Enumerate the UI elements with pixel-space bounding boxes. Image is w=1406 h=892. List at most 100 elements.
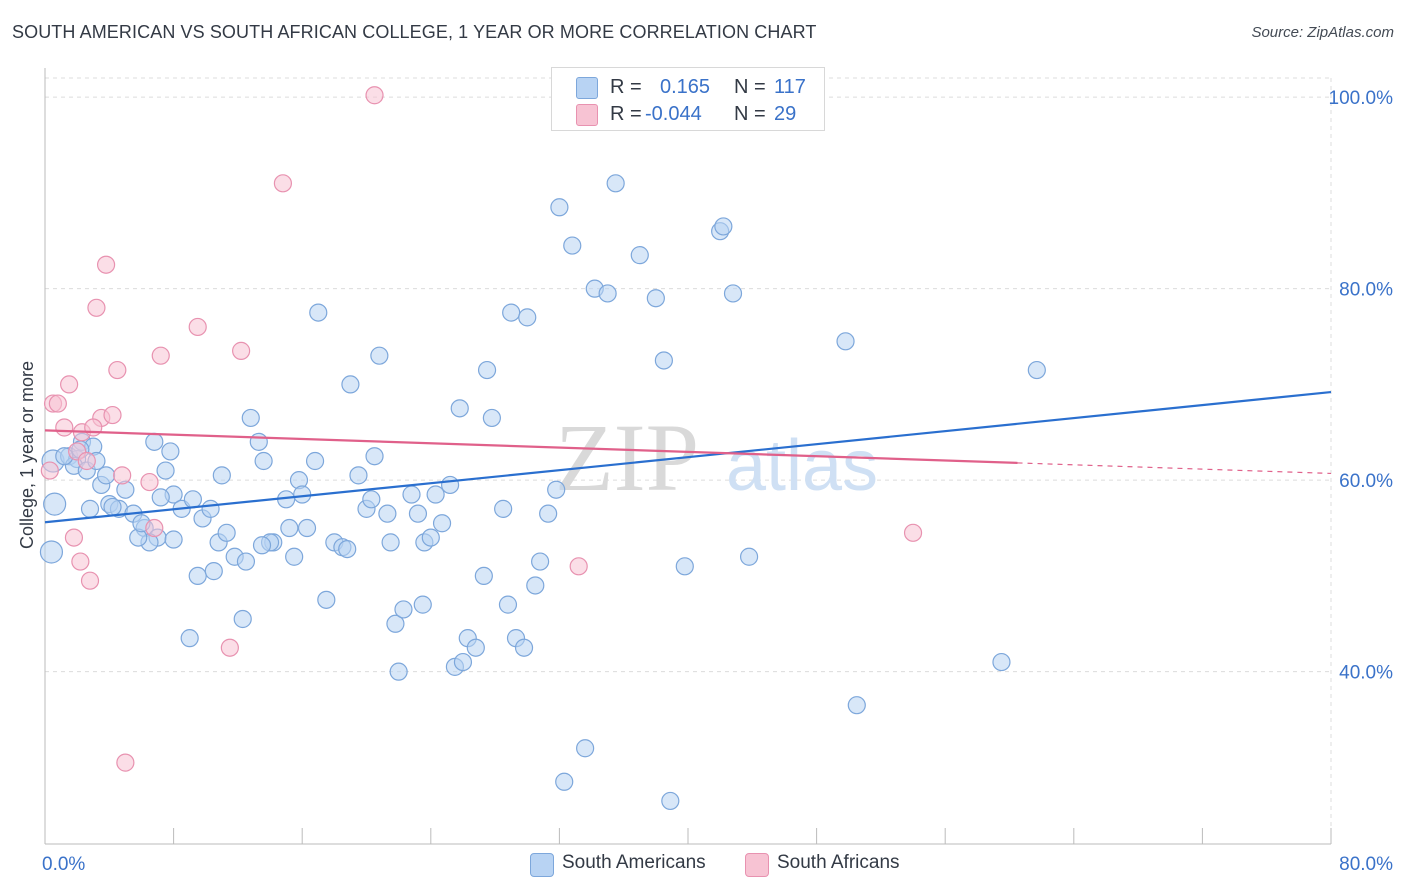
south-americans-point <box>576 739 595 758</box>
r-label: R = <box>610 76 642 98</box>
n-value: 29 <box>774 103 797 125</box>
tick-labels: 100.0% 80.0% 60.0% 40.0% 0.0% 80.0% <box>42 88 1393 875</box>
south-americans-point <box>498 595 518 614</box>
south-americans-point <box>426 485 445 504</box>
south-africans-point <box>151 346 170 365</box>
south-africans-point <box>55 418 74 437</box>
south-americans-point <box>739 547 759 566</box>
south-americans-point <box>836 332 855 351</box>
south-americans-point <box>145 432 164 451</box>
south-americans-point <box>180 629 199 648</box>
south-americans-point <box>151 488 170 507</box>
south-americans-point <box>183 490 202 509</box>
pink-swatch <box>576 104 598 126</box>
south-americans-point <box>317 590 336 609</box>
y-tick-label: 60.0% <box>1339 471 1393 492</box>
n-label: N = <box>734 76 766 98</box>
south-americans-point <box>341 375 360 394</box>
legend-label: South Americans <box>562 852 706 873</box>
south-americans-point <box>714 217 733 236</box>
south-americans-point <box>408 504 428 523</box>
south-americans-point <box>252 536 272 555</box>
x-tick-label: 80.0% <box>1339 854 1393 875</box>
south-africans-point <box>140 472 159 492</box>
south-americans-point <box>474 566 493 586</box>
r-value: -0.044 <box>645 103 702 125</box>
south-americans-point <box>421 528 440 547</box>
legend-south-americans: South Americans <box>530 851 720 877</box>
south-americans-point <box>1027 360 1046 380</box>
south-africans-point <box>87 298 106 317</box>
south-americans-point <box>338 539 357 559</box>
south-americans-point <box>236 552 256 571</box>
south-americans-point <box>370 346 389 365</box>
south-americans-point <box>297 518 317 538</box>
south-africans-point <box>103 405 122 425</box>
south-americans-point <box>402 485 421 504</box>
south-americans-point <box>514 638 534 657</box>
south-africans-point <box>60 375 79 394</box>
south-americans-point <box>39 540 64 564</box>
legend-south-africans: South Africans <box>745 851 920 877</box>
south-americans-point <box>531 552 550 571</box>
n-label: N = <box>734 103 766 125</box>
south-americans-point <box>254 451 273 471</box>
south-americans-point <box>518 308 537 327</box>
n-value: 117 <box>774 76 806 98</box>
south-africans-point <box>108 360 127 380</box>
south-americans-point <box>723 284 743 303</box>
south-africans-point <box>188 317 207 337</box>
south-americans-point <box>654 351 673 370</box>
south-americans-point <box>550 198 569 217</box>
south-americans-point <box>539 504 558 523</box>
south-americans-point <box>563 236 582 255</box>
legend-label: South Africans <box>777 852 900 873</box>
south-americans-point <box>201 499 220 518</box>
y-tick-label: 80.0% <box>1339 280 1393 301</box>
south-americans-point <box>440 475 460 495</box>
south-africans-point <box>40 461 59 480</box>
south-americans-point <box>675 557 694 576</box>
south-americans-point <box>212 466 231 485</box>
south-americans-point <box>156 461 175 480</box>
legend-row-south-africans: R = -0.044 N = 29 <box>576 101 816 126</box>
south-americans-point <box>362 490 381 509</box>
south-americans-point <box>526 576 545 595</box>
south-africans-point <box>903 523 923 542</box>
legend-row-south-americans: R = 0.165 N = 117 <box>576 74 816 99</box>
south-americans-point <box>847 696 866 715</box>
south-americans-point <box>188 566 207 586</box>
y-tick-label: 40.0% <box>1339 663 1393 684</box>
south-americans-point <box>466 638 485 657</box>
south-americans-point <box>477 360 497 380</box>
y-axis-label: College, 1 year or more <box>17 361 37 549</box>
south-americans-point <box>249 432 268 451</box>
south-africans-point <box>80 571 100 590</box>
south-americans-point <box>450 399 469 418</box>
south-americans-point <box>494 499 513 518</box>
south-americans-point <box>413 595 432 614</box>
south-americans-point <box>217 523 236 542</box>
south-americans-point <box>661 791 680 811</box>
trend-lines <box>44 390 1332 524</box>
south-africans-point <box>232 341 251 360</box>
south-americans-point <box>502 303 521 322</box>
source-label: Source: ZipAtlas.com <box>1251 24 1394 41</box>
south-americans-point <box>394 600 413 619</box>
south-americans-point <box>96 466 116 485</box>
blue-swatch <box>576 77 598 99</box>
south-africans-point <box>220 638 239 657</box>
south-africans-point <box>116 753 135 772</box>
south-americans-point <box>43 492 67 516</box>
south-africans-point <box>273 174 293 193</box>
x-tick-label: 0.0% <box>42 854 85 875</box>
south-americans-point <box>606 174 625 193</box>
south-africans-point <box>77 451 96 471</box>
south-americans-point <box>349 466 368 485</box>
south-americans-point <box>381 533 400 552</box>
south-africans-point <box>64 528 84 547</box>
south-americans-point <box>547 480 566 499</box>
south-africans-point <box>365 86 384 105</box>
south-americans-point <box>555 772 574 791</box>
